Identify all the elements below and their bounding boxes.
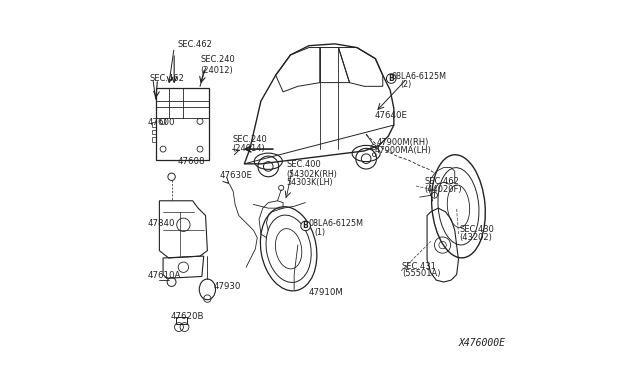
Text: SEC.430: SEC.430 [460,225,495,234]
Text: 47910M: 47910M [308,288,343,297]
Text: B: B [303,221,308,230]
Text: SEC.462: SEC.462 [424,177,459,186]
Text: 47840: 47840 [147,219,175,228]
Text: 47600: 47600 [147,118,175,127]
Text: SEC.240: SEC.240 [200,55,235,64]
Text: 54303K(LH): 54303K(LH) [287,178,333,187]
Text: (24014): (24014) [232,144,265,153]
Text: (2): (2) [401,80,412,89]
Text: (24012): (24012) [200,66,233,75]
Text: (44020F): (44020F) [424,185,461,194]
Text: SEC.240: SEC.240 [232,135,267,144]
Text: 47930: 47930 [214,282,241,291]
Text: 47630E: 47630E [220,171,253,180]
Text: 47608: 47608 [178,157,205,166]
Circle shape [387,74,396,83]
Bar [152,130,156,134]
Text: B: B [388,74,394,83]
Text: 47620B: 47620B [170,312,204,321]
Text: (43202): (43202) [460,233,492,242]
Text: SEC.400: SEC.400 [287,160,321,169]
Text: (1): (1) [314,228,326,237]
Text: 47900MA(LH): 47900MA(LH) [374,145,431,155]
Text: 47610A: 47610A [147,271,180,280]
Bar [152,122,156,127]
Text: 47640E: 47640E [374,110,407,119]
Text: SEC.431: SEC.431 [402,262,437,271]
Text: X476000E: X476000E [458,339,506,349]
Circle shape [301,221,310,231]
Text: SEC.462: SEC.462 [149,74,184,83]
Text: 47900M(RH): 47900M(RH) [376,138,429,147]
Text: 08LA6-6125M: 08LA6-6125M [308,219,363,228]
Text: 08LA6-6125M: 08LA6-6125M [392,72,447,81]
Text: (55501A): (55501A) [402,269,440,278]
Bar [156,88,209,160]
Text: (54302K(RH): (54302K(RH) [287,170,338,179]
Bar [152,137,156,142]
Bar [176,317,187,324]
Text: SEC.462: SEC.462 [178,41,212,49]
